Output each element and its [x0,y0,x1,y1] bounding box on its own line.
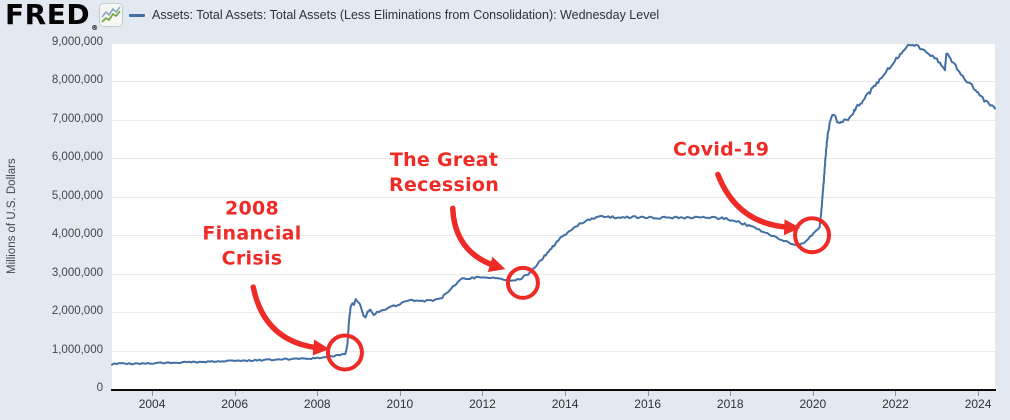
annotation-text-financial-crisis-2008: 2008 Financial Crisis [202,197,302,270]
y-axis-labels: 0 1,000,000 2,000,000 3,000,000 4,000,000 5,0… [0,0,103,420]
registered-trademark: ® [91,24,99,32]
x-axis-tick-label: 2024 [964,397,992,411]
fred-logo[interactable]: FRED® [5,0,99,32]
gridline [112,43,995,44]
gridline [112,119,995,121]
y-axis-tick-label: 6,000,000 [51,151,103,164]
gridline [112,350,995,352]
y-axis-tick-label: 8,000,000 [51,74,103,87]
x-axis-tick-label: 2010 [386,397,414,411]
fred-chart-icon [99,3,123,27]
x-axis-tick-label: 2004 [138,397,166,411]
y-axis-tick-label: 1,000,000 [51,343,103,356]
x-axis-tick [317,391,319,396]
x-axis-tick-label: 2014 [551,397,579,411]
x-axis-tick [565,391,567,396]
x-axis-tick [730,391,732,396]
y-axis-tick-label: 3,000,000 [51,266,103,279]
legend: Assets: Total Assets: Total Assets (Less… [129,0,659,30]
x-axis-tick-label: 2006 [221,397,248,411]
x-axis-line [111,389,996,391]
gridline [112,81,995,83]
y-axis-tick-label: 9,000,000 [51,36,103,48]
y-axis-tick-label: 7,000,000 [51,112,103,125]
x-axis-tick-label: 2016 [634,397,661,411]
x-axis-tick-label: 2022 [882,397,909,411]
x-axis-tick [647,391,649,396]
x-axis-tick [895,391,897,396]
y-axis-tick-label: 5,000,000 [51,189,103,202]
x-axis-tick-label: 2012 [469,397,496,411]
x-axis-tick [482,391,484,396]
annotation-text-covid-19: Covid-19 [673,138,770,161]
x-axis-tick-label: 2018 [716,397,744,411]
x-axis-tick [978,391,980,396]
x-axis-tick [399,391,401,396]
y-axis-tick-label: 2,000,000 [51,305,103,318]
x-axis-tick [812,391,814,396]
x-axis-tick [234,391,236,396]
annotation-text-great-recession: The Great Recession [389,148,500,196]
chart-header: FRED® Assets: Total Assets: Total Assets… [0,0,1010,32]
legend-line-swatch [129,13,145,17]
x-axis-tick-label: 2020 [799,397,827,411]
gridline [112,158,995,160]
x-axis-tick [152,391,154,396]
gridline [112,273,995,275]
legend-label: Assets: Total Assets: Total Assets (Less… [152,8,660,22]
x-axis-tick-label: 2008 [303,397,331,411]
y-axis-tick-label: 4,000,000 [51,228,103,241]
y-axis-tick-label: 0 [96,382,103,394]
gridline [112,312,995,314]
